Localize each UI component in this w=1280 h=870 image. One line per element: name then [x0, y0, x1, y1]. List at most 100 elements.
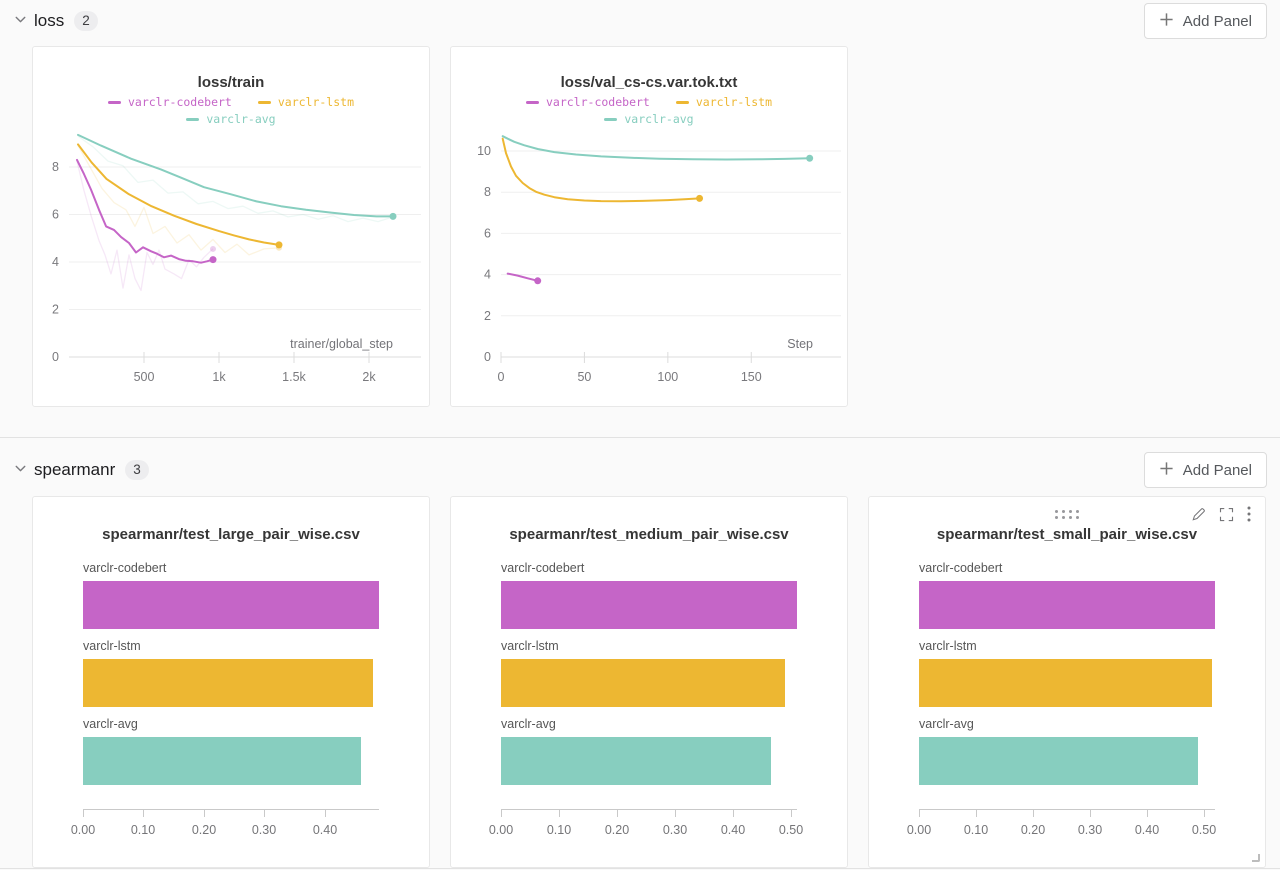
svg-text:8: 8: [52, 160, 59, 174]
axis-tick-label: 0.50: [1191, 823, 1217, 837]
bar-category-label: varclr-codebert: [919, 561, 1003, 575]
bar-varclr-avg[interactable]: [83, 737, 361, 785]
axis-tick-label: 0.10: [130, 823, 156, 837]
axis-tick-label: 0.40: [312, 823, 338, 837]
axis-tick: [501, 809, 502, 817]
svg-text:Step: Step: [787, 337, 813, 351]
loss-panel-row: loss/train varclr-codebert varclr-lstm var…: [32, 46, 1280, 407]
section-title: spearmanr: [34, 460, 116, 479]
chevron-down-icon: [12, 11, 29, 31]
add-panel-button[interactable]: Add Panel: [1143, 452, 1267, 488]
legend-item-varclr-lstm[interactable]: varclr-lstm: [675, 94, 772, 110]
axis-tick: [204, 809, 205, 817]
section-divider: [0, 437, 1280, 438]
bar-category-label: varclr-lstm: [83, 639, 141, 653]
axis-tick-label: 0.00: [70, 823, 96, 837]
axis-tick: [1147, 809, 1148, 817]
bar-chart-plot: varclr-codebert varclr-lstm varclr-avg 0.00…: [489, 561, 847, 849]
line-chart-plot[interactable]: 0 2 4 6 8 500 1k 1.5k 2k trainer/global_step: [33, 129, 429, 405]
legend-dash-icon: [675, 100, 689, 104]
svg-text:2: 2: [52, 303, 59, 317]
panel-loss-train: loss/train varclr-codebert varclr-lstm var…: [32, 46, 430, 407]
chart-title: loss/train: [197, 74, 265, 91]
bar-x-axis: 0.00 0.10 0.20 0.30 0.40 0.50: [907, 809, 1217, 849]
panel-menu-button[interactable]: [1247, 506, 1251, 525]
svg-text:trainer/global_step: trainer/global_step: [290, 337, 393, 351]
bar-varclr-lstm[interactable]: [919, 659, 1212, 707]
svg-text:2k: 2k: [362, 370, 376, 384]
bar-category-label: varclr-lstm: [501, 639, 559, 653]
bar-varclr-codebert[interactable]: [83, 581, 379, 629]
bar-chart-plot: varclr-codebert varclr-lstm varclr-avg 0.00…: [907, 561, 1265, 849]
svg-text:100: 100: [657, 370, 678, 384]
panel-count-badge: 3: [125, 460, 149, 480]
plus-icon: [1159, 12, 1174, 31]
svg-text:2: 2: [484, 309, 491, 323]
axis-tick-label: 0.20: [191, 823, 217, 837]
section-collapse-button[interactable]: [10, 11, 30, 31]
chart-title: spearmanr/test_medium_pair_wise.csv: [509, 526, 789, 543]
bar-varclr-avg[interactable]: [501, 737, 771, 785]
bar-chart-plot: varclr-codebert varclr-lstm varclr-avg 0.00…: [71, 561, 429, 849]
bar-category-label: varclr-avg: [501, 717, 556, 731]
legend-item-varclr-avg[interactable]: varclr-avg: [604, 111, 694, 127]
chart-legend: varclr-codebert varclr-lstm varclr-avg: [484, 94, 814, 127]
panel-count-badge: 2: [74, 11, 98, 31]
svg-text:6: 6: [484, 226, 491, 240]
bar-x-axis: 0.00 0.10 0.20 0.30 0.40 0.50: [489, 809, 803, 849]
legend-dash-icon: [257, 100, 271, 104]
legend-dash-icon: [186, 117, 200, 121]
section-title: loss: [34, 11, 65, 30]
pencil-icon: [1191, 507, 1206, 525]
axis-tick-label: 0.30: [251, 823, 277, 837]
bar-varclr-avg[interactable]: [919, 737, 1198, 785]
legend-dash-icon: [107, 100, 121, 104]
svg-text:1k: 1k: [212, 370, 226, 384]
svg-text:4: 4: [52, 255, 59, 269]
axis-tick: [83, 809, 84, 817]
bar-varclr-lstm[interactable]: [83, 659, 373, 707]
bar-varclr-codebert[interactable]: [501, 581, 797, 629]
chart-title: spearmanr/test_small_pair_wise.csv: [936, 526, 1198, 543]
section-header-loss: loss 2 Add Panel: [0, 2, 1280, 40]
axis-tick: [559, 809, 560, 817]
axis-tick: [617, 809, 618, 817]
add-panel-label: Add Panel: [1182, 461, 1252, 479]
svg-text:150: 150: [741, 370, 762, 384]
resize-handle-icon[interactable]: [1252, 854, 1260, 862]
fullscreen-button[interactable]: [1219, 507, 1234, 525]
chart-title: spearmanr/test_large_pair_wise.csv: [102, 526, 360, 543]
bar-varclr-lstm[interactable]: [501, 659, 785, 707]
legend-dash-icon: [525, 100, 539, 104]
bar-category-label: varclr-codebert: [83, 561, 167, 575]
svg-text:0: 0: [498, 370, 505, 384]
axis-tick-label: 0.30: [662, 823, 688, 837]
svg-text:50: 50: [577, 370, 591, 384]
axis-tick-label: 0.10: [546, 823, 572, 837]
edit-panel-button[interactable]: [1191, 507, 1206, 525]
section-header-spearmanr: spearmanr 3 Add Panel: [0, 451, 1280, 489]
panel-spearmanr-medium: spearmanr/test_medium_pair_wise.csv varc…: [450, 496, 848, 868]
drag-handle-icon[interactable]: [1055, 510, 1079, 519]
panel-loss-val: loss/val_cs-cs.var.tok.txt varclr-codebe…: [450, 46, 848, 407]
axis-tick: [1090, 809, 1091, 817]
axis-tick: [1033, 809, 1034, 817]
bar-varclr-codebert[interactable]: [919, 581, 1215, 629]
legend-item-varclr-codebert[interactable]: varclr-codebert: [107, 94, 232, 110]
svg-text:0: 0: [52, 350, 59, 364]
svg-text:0: 0: [484, 350, 491, 364]
section-collapse-button[interactable]: [10, 460, 30, 480]
axis-tick: [919, 809, 920, 817]
add-panel-button[interactable]: Add Panel: [1143, 3, 1267, 39]
legend-item-varclr-codebert[interactable]: varclr-codebert: [525, 94, 650, 110]
axis-tick-label: 0.30: [1077, 823, 1103, 837]
axis-tick-label: 0.20: [604, 823, 630, 837]
legend-item-varclr-lstm[interactable]: varclr-lstm: [257, 94, 354, 110]
axis-tick: [143, 809, 144, 817]
legend-item-varclr-avg[interactable]: varclr-avg: [186, 111, 276, 127]
spearmanr-panel-row: spearmanr/test_large_pair_wise.csv varcl…: [32, 496, 1280, 868]
expand-icon: [1219, 507, 1234, 525]
axis-tick: [325, 809, 326, 817]
panel-spearmanr-small: spearmanr/test_small_pair_wise.csv varcl…: [868, 496, 1266, 868]
